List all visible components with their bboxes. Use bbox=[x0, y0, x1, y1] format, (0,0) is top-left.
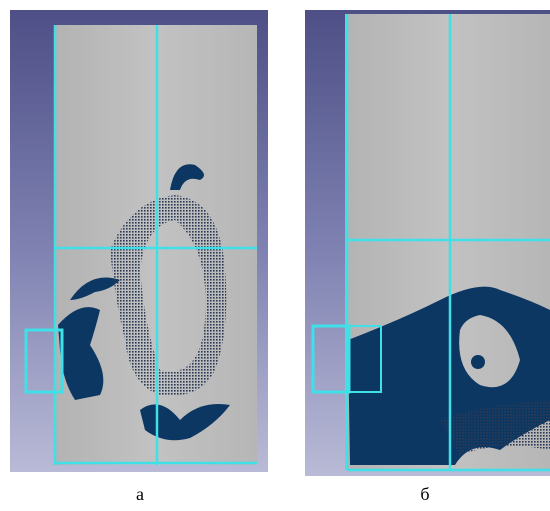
fluid bbox=[471, 355, 485, 369]
panel-label: а bbox=[136, 484, 144, 504]
figure: а б bbox=[0, 0, 550, 511]
panel-b: б bbox=[305, 10, 550, 504]
panel-a: а bbox=[10, 10, 268, 504]
panel-label: б bbox=[420, 484, 429, 504]
